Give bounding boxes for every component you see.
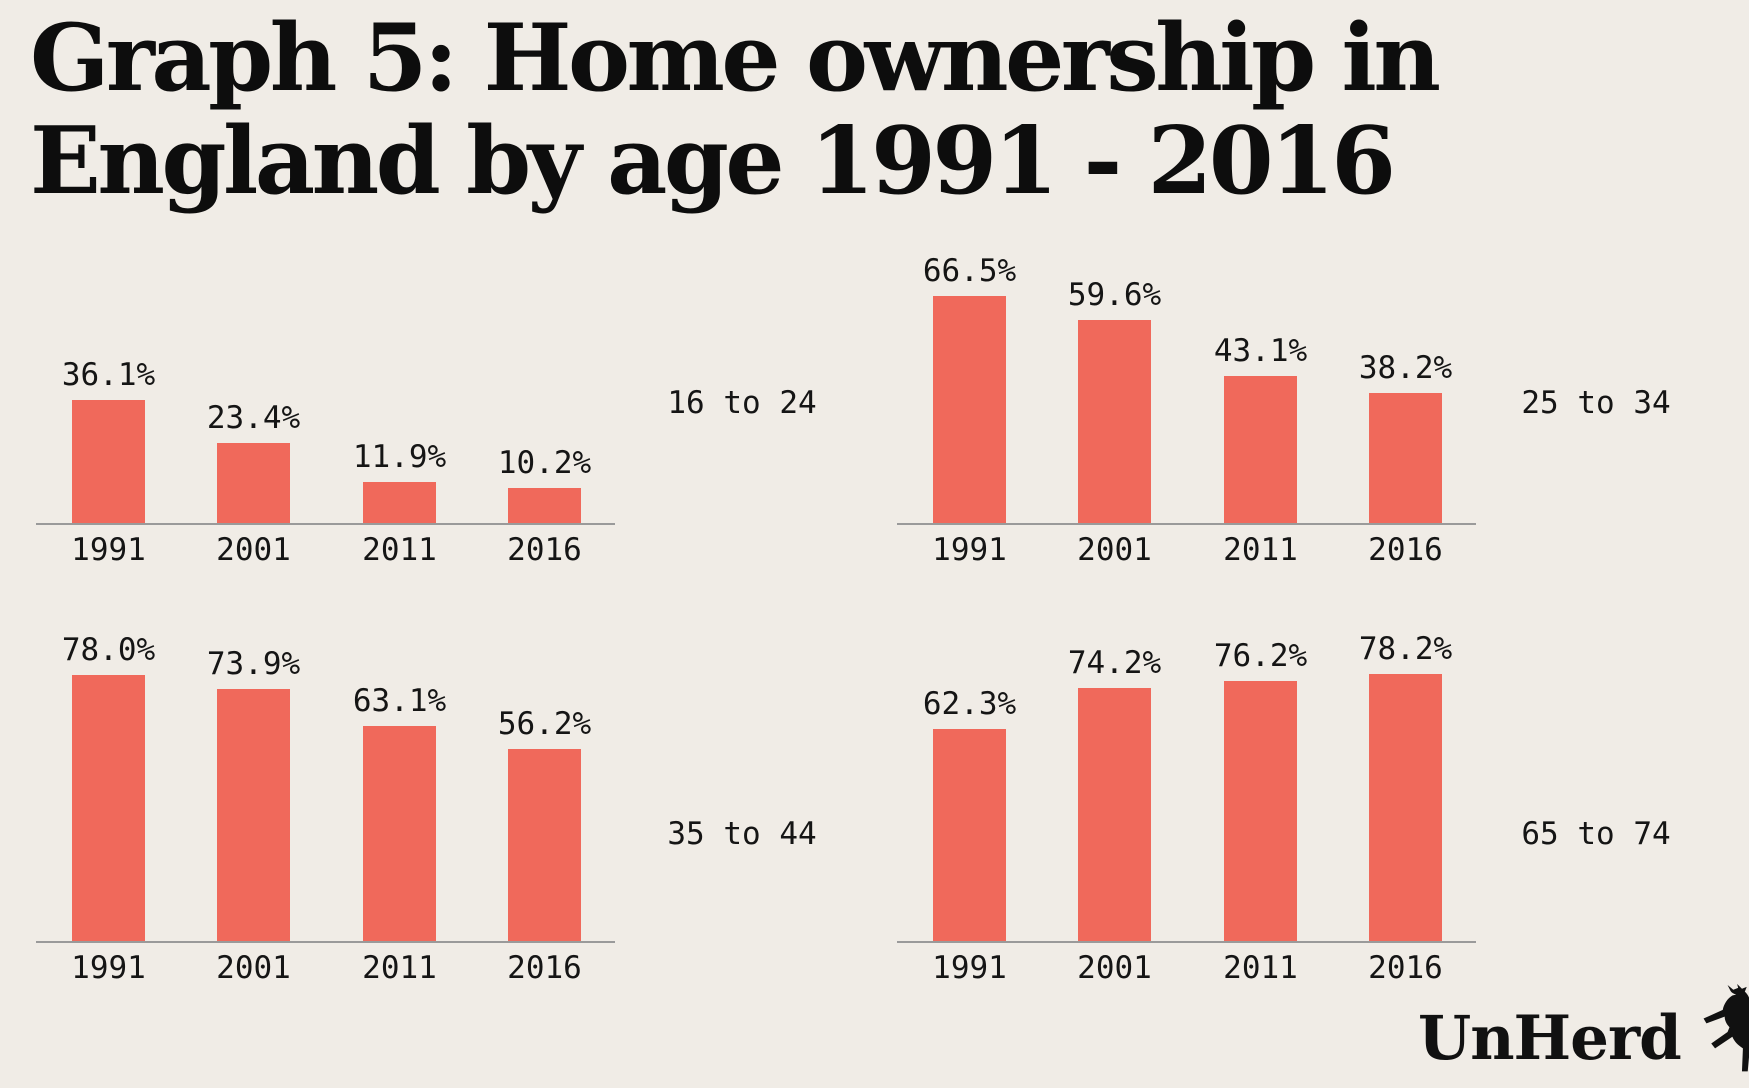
chart-title: Graph 5: Home ownership in England by age… xyxy=(30,3,1441,215)
x-axis-line xyxy=(36,523,615,525)
bar xyxy=(72,675,145,941)
age-group-label: 16 to 24 xyxy=(667,385,817,421)
x-tick-label: 2016 xyxy=(507,950,582,986)
bar-value-label: 43.1% xyxy=(1213,333,1308,369)
cow-icon xyxy=(1703,984,1749,1072)
bar-value-label: 23.4% xyxy=(206,400,301,436)
x-tick-label: 1991 xyxy=(71,532,146,568)
bar xyxy=(1078,320,1151,523)
x-tick-label: 2011 xyxy=(362,532,437,568)
x-axis-line xyxy=(36,941,615,943)
bar-value-label: 78.0% xyxy=(61,632,156,668)
x-axis-line xyxy=(897,523,1476,525)
bar-value-label: 59.6% xyxy=(1067,277,1162,313)
x-tick-label: 2016 xyxy=(507,532,582,568)
age-group-label: 35 to 44 xyxy=(667,816,817,852)
bar xyxy=(508,488,581,523)
x-tick-label: 2001 xyxy=(216,950,291,986)
bar xyxy=(217,443,290,523)
bar xyxy=(363,726,436,941)
bar-value-label: 63.1% xyxy=(352,683,447,719)
unherd-wordmark: UnHerd xyxy=(1418,1003,1682,1074)
unherd-logo: UnHerd xyxy=(1418,984,1749,1080)
bar-value-label: 74.2% xyxy=(1067,645,1162,681)
bar xyxy=(1369,393,1442,523)
bar-value-label: 11.9% xyxy=(352,439,447,475)
bar xyxy=(1078,688,1151,941)
x-tick-label: 2011 xyxy=(1223,950,1298,986)
age-group-label: 25 to 34 xyxy=(1521,385,1671,421)
bar-value-label: 10.2% xyxy=(497,445,592,481)
chart-title-line2: England by age 1991 - 2016 xyxy=(30,106,1396,215)
x-tick-label: 2001 xyxy=(216,532,291,568)
x-tick-label: 2016 xyxy=(1368,532,1443,568)
x-axis-line xyxy=(897,941,1476,943)
bar-value-label: 56.2% xyxy=(497,706,592,742)
x-tick-label: 1991 xyxy=(932,532,1007,568)
bar xyxy=(363,482,436,523)
bar-value-label: 36.1% xyxy=(61,357,156,393)
bar-value-label: 73.9% xyxy=(206,646,301,682)
x-tick-label: 2001 xyxy=(1077,532,1152,568)
bar-value-label: 76.2% xyxy=(1213,638,1308,674)
bar xyxy=(1369,674,1442,941)
bar xyxy=(72,400,145,523)
bar-value-label: 38.2% xyxy=(1358,350,1453,386)
x-tick-label: 2016 xyxy=(1368,950,1443,986)
bar xyxy=(1224,681,1297,941)
x-tick-label: 1991 xyxy=(71,950,146,986)
x-tick-label: 2011 xyxy=(362,950,437,986)
bar-value-label: 78.2% xyxy=(1358,631,1453,667)
x-tick-label: 2001 xyxy=(1077,950,1152,986)
bar xyxy=(508,749,581,941)
bar xyxy=(1224,376,1297,523)
x-tick-label: 1991 xyxy=(932,950,1007,986)
bar-value-label: 62.3% xyxy=(922,686,1017,722)
bar-value-label: 66.5% xyxy=(922,253,1017,289)
age-group-label: 65 to 74 xyxy=(1521,816,1671,852)
bar xyxy=(933,296,1006,523)
bar xyxy=(217,689,290,941)
chart-title-line1: Graph 5: Home ownership in xyxy=(30,3,1441,112)
bar xyxy=(933,729,1006,941)
x-tick-label: 2011 xyxy=(1223,532,1298,568)
